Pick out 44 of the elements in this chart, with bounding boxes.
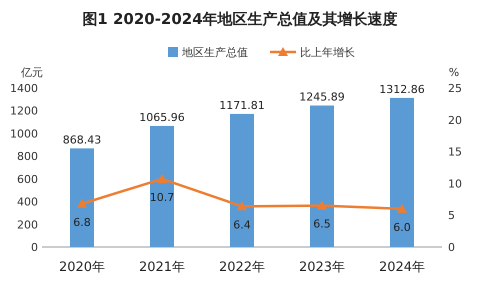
data-label: 6.0 [393, 220, 411, 234]
legend-label: 比上年增长 [300, 46, 355, 59]
x-tick-label: 2022年 [218, 260, 266, 275]
y-tick-label: 1000 [10, 127, 38, 140]
y2-tick-label: 25 [448, 82, 462, 95]
y2-tick-label: 0 [448, 241, 455, 254]
bar [70, 148, 94, 247]
chart-title: 图1 2020-2024年地区生产总值及其增长速度 [82, 10, 398, 28]
x-tick-label: 2021年 [138, 260, 186, 275]
data-label: 6.8 [73, 216, 91, 229]
y2-tick-label: 15 [448, 146, 462, 159]
data-label: 6.5 [313, 218, 331, 231]
data-label: 10.7 [150, 190, 174, 204]
point [317, 200, 327, 210]
y-tick-label: 600 [17, 172, 38, 186]
bar [310, 106, 334, 247]
y-tick-label: 400 [17, 196, 38, 209]
data-label: 6.4 [233, 218, 251, 232]
data-label: 1245.89 [299, 90, 345, 104]
x-tick-label: 2020年 [58, 260, 106, 275]
bar [230, 114, 254, 247]
point [397, 204, 407, 213]
y2-tick-label: 5 [448, 209, 455, 222]
y-axis-title: 亿元 [20, 66, 43, 79]
x-tick-label: 2023年 [298, 260, 346, 275]
y2-axis-title: % [448, 66, 460, 79]
y-tick-label: 0 [31, 241, 38, 254]
y2-tick-label: 20 [448, 114, 462, 127]
y-tick-label: 1400 [10, 82, 38, 95]
legend-label: 地区生产总值 [181, 46, 248, 59]
data-label: 1312.86 [379, 82, 425, 96]
point [157, 174, 167, 183]
data-label: 868.43 [62, 133, 102, 146]
y2-tick-label: 10 [448, 177, 462, 190]
y-tick-label: 800 [17, 150, 38, 164]
bar [390, 98, 414, 247]
bar [150, 126, 174, 247]
data-label: 1171.81 [219, 98, 265, 112]
point [237, 201, 247, 210]
y-tick-label: 200 [17, 218, 38, 232]
x-tick-label: 2024年 [378, 260, 426, 275]
point [77, 198, 87, 208]
y-tick-label: 1200 [10, 104, 38, 118]
data-label: 1065.96 [139, 110, 185, 124]
